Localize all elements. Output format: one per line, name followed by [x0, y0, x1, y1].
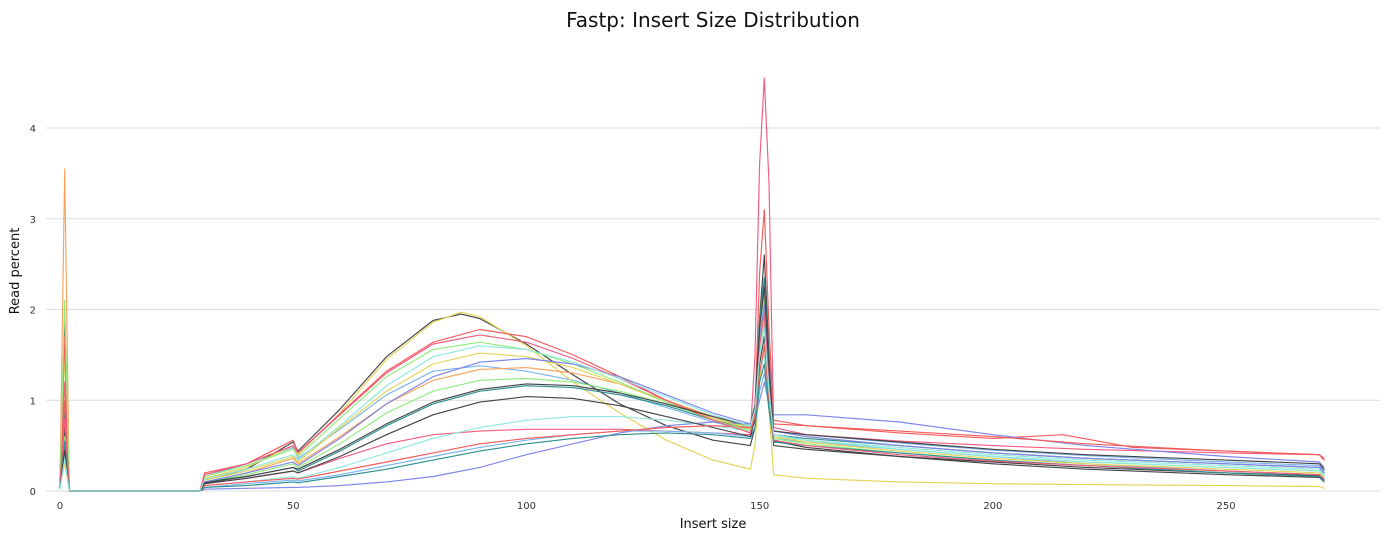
x-axis-label: Insert size: [680, 517, 747, 532]
series-line-20: [59, 327, 1325, 492]
series-line-5: [59, 77, 1325, 492]
series-line-19: [59, 286, 1325, 492]
y-tick-label: 3: [30, 215, 36, 226]
y-tick-label: 1: [30, 396, 36, 407]
series-line-6: [59, 168, 1325, 492]
y-axis-label: Read percent: [8, 228, 23, 315]
series-line-11: [59, 372, 1325, 492]
x-tick-label: 150: [750, 501, 769, 512]
series-line-17: [59, 363, 1325, 492]
x-tick-label: 100: [517, 501, 536, 512]
y-axis-ticks: 0 1 2 3 4: [30, 124, 36, 498]
y-tick-label: 4: [30, 124, 36, 135]
series-line-12: [59, 336, 1325, 492]
x-tick-label: 200: [983, 501, 1002, 512]
series-line-13: [59, 308, 1325, 492]
y-tick-label: 0: [30, 487, 36, 498]
y-tick-label: 2: [30, 306, 36, 317]
x-tick-label: 50: [287, 501, 300, 512]
x-tick-label: 250: [1217, 501, 1236, 512]
gridlines: [46, 127, 1380, 492]
series-line-8: [59, 381, 1325, 492]
series-line-2: [59, 254, 1325, 492]
chart-title: Fastp: Insert Size Distribution: [566, 8, 860, 32]
series-lines: [59, 77, 1325, 492]
x-axis-ticks: 0 50 100 150 200 250: [57, 501, 1236, 512]
series-line-14: [59, 345, 1325, 492]
series-line-18: [59, 313, 1325, 492]
series-line-16: [59, 304, 1325, 492]
x-tick-label: 0: [57, 501, 63, 512]
series-line-3: [59, 311, 1325, 492]
